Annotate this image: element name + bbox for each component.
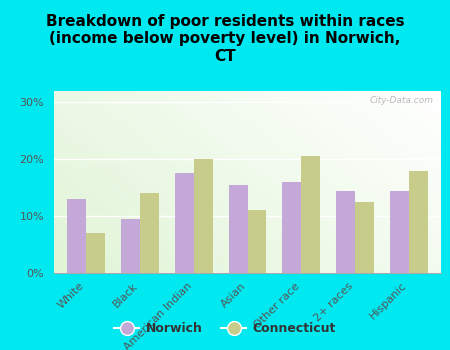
Bar [409, 171, 428, 273]
Bar [68, 199, 86, 273]
Legend: Norwich, Connecticut: Norwich, Connecticut [109, 317, 341, 340]
Bar [229, 185, 248, 273]
Bar [390, 190, 409, 273]
Bar [301, 156, 320, 273]
Bar [248, 210, 266, 273]
Bar [355, 202, 374, 273]
Text: Breakdown of poor residents within races
(income below poverty level) in Norwich: Breakdown of poor residents within races… [46, 14, 404, 64]
Bar [86, 233, 105, 273]
Text: City-Data.com: City-Data.com [369, 97, 433, 105]
Bar [140, 193, 159, 273]
Bar [175, 174, 194, 273]
Bar [283, 182, 301, 273]
Bar [121, 219, 140, 273]
Bar [336, 190, 355, 273]
Bar [194, 159, 212, 273]
